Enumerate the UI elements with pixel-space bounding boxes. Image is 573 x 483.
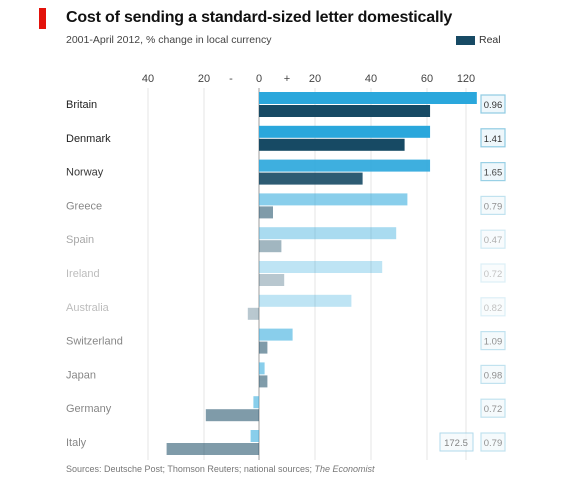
real-bar [259, 172, 363, 185]
category-label: Australia [66, 302, 110, 314]
category-label: Denmark [66, 133, 111, 145]
axis-tick-label: 60 [421, 73, 433, 85]
nominal-bar [259, 227, 397, 240]
price-label: 1.41 [484, 134, 503, 145]
category-label: Switzerland [66, 336, 123, 348]
real-bar [247, 307, 259, 320]
real-bar [205, 409, 259, 422]
category-label: Germany [66, 403, 112, 415]
nominal-bar [259, 193, 408, 206]
chart-row: Australia 0.82 [66, 294, 506, 320]
price-label: 0.79 [484, 438, 503, 449]
chart-row: Norway 1.65 [66, 159, 506, 185]
chart-row: Ireland 0.72 [66, 261, 506, 286]
chart-row: Spain 0.47 [66, 227, 506, 253]
nominal-bar [259, 159, 431, 172]
annotation-box [439, 432, 474, 452]
source-text: Sources: Deutsche Post; Thomson Reuters;… [66, 464, 315, 474]
category-label: Japan [66, 369, 96, 381]
nominal-bar [259, 294, 352, 307]
price-label: 1.65 [484, 168, 503, 179]
annotation-label: 172.5 [444, 438, 468, 449]
real-bar [259, 206, 273, 219]
price-box [480, 162, 506, 182]
nominal-bar [259, 92, 477, 104]
chart-row: Germany 0.72 [66, 396, 506, 422]
real-bar [259, 341, 268, 354]
axis-tick-label: 40 [365, 73, 377, 85]
category-label: Norway [66, 167, 104, 179]
price-box [480, 263, 506, 283]
nominal-bar [259, 125, 431, 138]
brand-tag [39, 8, 46, 29]
category-label: Italy [66, 437, 87, 449]
nominal-bar [259, 328, 293, 341]
axis-tick-label: 20 [309, 73, 321, 85]
price-label: 0.72 [484, 269, 503, 280]
legend: Real [456, 34, 501, 46]
price-box [480, 364, 506, 384]
price-box [480, 94, 506, 114]
real-bar [259, 105, 431, 117]
category-label: Greece [66, 200, 102, 212]
source-note: Sources: Deutsche Post; Thomson Reuters;… [66, 464, 375, 474]
real-bar [259, 240, 282, 253]
price-label: 0.47 [484, 235, 503, 246]
real-bar [259, 375, 268, 388]
price-label: 0.72 [484, 404, 503, 415]
price-box [480, 432, 506, 452]
chart-row: Greece 0.79 [66, 193, 506, 219]
chart-title: Cost of sending a standard-sized letter … [66, 9, 453, 26]
nominal-bar [253, 396, 259, 409]
real-bar [166, 443, 259, 455]
nominal-bar [259, 261, 383, 273]
price-label: 1.09 [484, 337, 503, 348]
nominal-bar [250, 430, 259, 442]
chart-row: Denmark 1.41 [66, 125, 506, 151]
axis-tick-label: 20 [198, 73, 210, 85]
legend-real-swatch [456, 35, 475, 45]
price-box [480, 195, 506, 215]
price-label: 0.82 [484, 303, 503, 314]
price-box [480, 398, 506, 418]
chart-subtitle: 2001-April 2012, % change in local curre… [66, 34, 272, 46]
price-box [480, 128, 506, 148]
chart-row: Switzerland 1.09 [66, 328, 506, 354]
price-label: 0.79 [484, 201, 503, 212]
chart-row: Italy 0.79 [66, 430, 506, 455]
axis-tick-label: - [229, 73, 233, 85]
price-box [480, 297, 506, 317]
price-label: 0.98 [484, 370, 503, 381]
axis-tick-label: 0 [256, 73, 262, 85]
price-box [480, 229, 506, 249]
real-bar [259, 274, 285, 286]
price-label: 0.96 [484, 100, 503, 111]
price-box [480, 331, 506, 351]
category-label: Britain [66, 99, 97, 111]
axis-tick-label: 120 [457, 73, 475, 85]
axis-tick-label: + [284, 73, 290, 85]
legend-real-label: Real [479, 34, 501, 46]
chart-row: Britain 0.96 [66, 92, 506, 117]
real-bar [259, 138, 405, 151]
nominal-bar [259, 362, 265, 375]
axis-tick-label: 40 [142, 73, 154, 85]
category-label: Spain [66, 234, 94, 246]
category-label: Ireland [66, 268, 100, 280]
source-italic: The Economist [314, 464, 375, 474]
chart-row: Japan 0.98 [66, 362, 506, 388]
